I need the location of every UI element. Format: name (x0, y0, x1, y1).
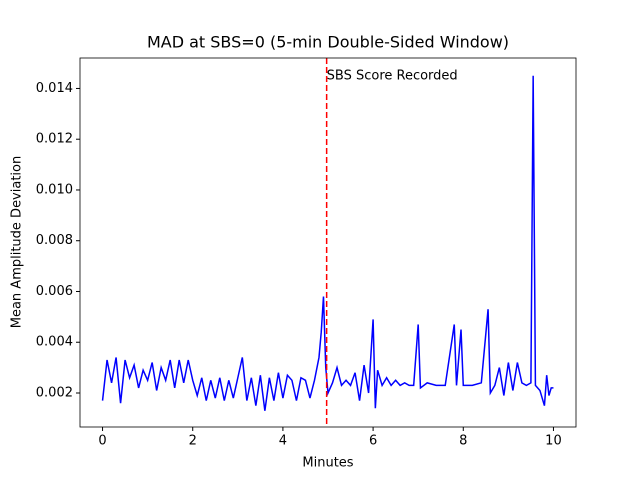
x-tick-label: 6 (369, 434, 377, 449)
y-tick-label: 0.012 (36, 132, 73, 147)
x-tick-label: 2 (189, 434, 197, 449)
x-tick-label: 8 (459, 434, 467, 449)
plot-frame (79, 57, 577, 428)
y-tick-label: 0.006 (36, 284, 73, 299)
y-tick-label: 0.010 (36, 182, 73, 197)
annotation: SBS Score Recorded (327, 68, 458, 83)
x-tick-label: 4 (279, 434, 287, 449)
y-tick-label: 0.004 (36, 335, 73, 350)
x-tick-label: 0 (98, 434, 106, 449)
y-tick-label: 0.002 (36, 385, 73, 400)
x-tick-label: 10 (545, 434, 562, 449)
y-tick-label: 0.008 (36, 233, 73, 248)
y-axis-label: Mean Amplitude Deviation (10, 156, 25, 329)
chart-title: MAD at SBS=0 (5-min Double-Sided Window) (147, 33, 509, 52)
data-line (101, 75, 554, 411)
y-tick-label: 0.014 (36, 81, 73, 96)
x-axis-label: Minutes (302, 456, 353, 471)
